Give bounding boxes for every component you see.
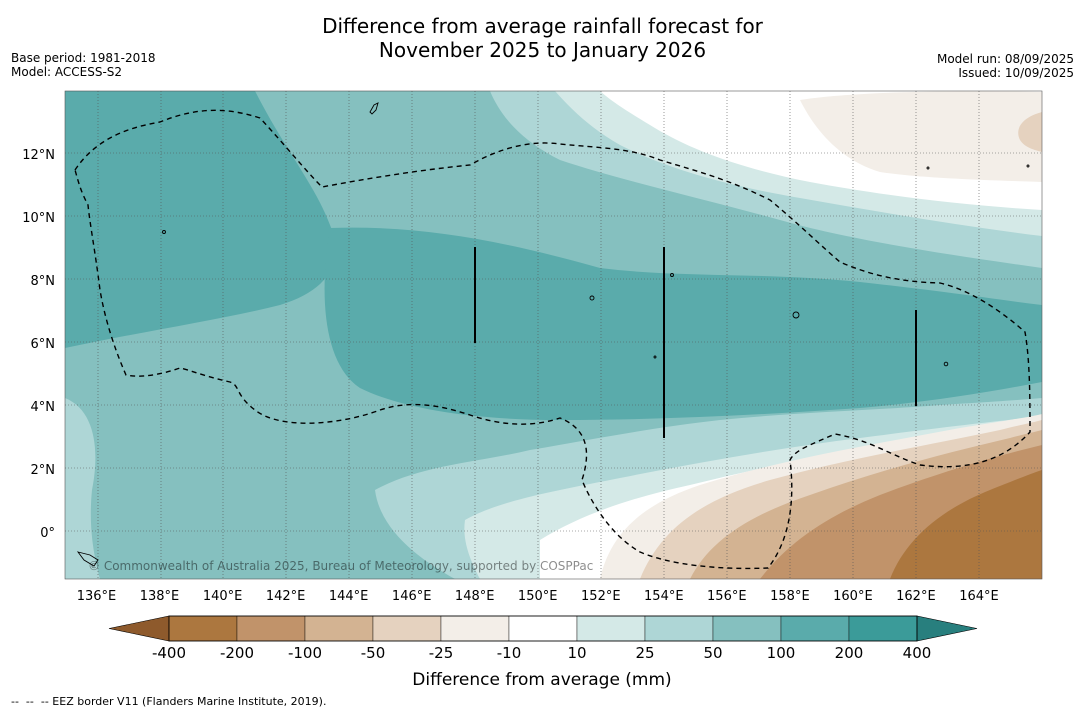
metadata-right: Model run: 08/09/2025 Issued: 10/09/2025 xyxy=(937,52,1074,80)
lat-tick-label: 2°N xyxy=(31,463,56,478)
color-bar-extension-low xyxy=(108,615,170,642)
color-bar-label: 25 xyxy=(635,644,654,662)
islands xyxy=(76,102,1030,567)
color-bar-swatch xyxy=(168,615,238,642)
color-bar-label: -25 xyxy=(429,644,454,662)
color-bar-swatch xyxy=(576,615,646,642)
lat-tick-label: 4°N xyxy=(31,400,56,415)
color-bar-label: -10 xyxy=(497,644,522,662)
contour-200-central xyxy=(324,227,1042,420)
lat-tick-label: 0° xyxy=(40,526,55,541)
title-line-2: November 2025 to January 2026 xyxy=(378,38,707,62)
color-bar-label: -50 xyxy=(361,644,386,662)
color-bar-swatch xyxy=(440,615,510,642)
map-title: Difference from average rainfall forecas… xyxy=(0,14,1085,62)
color-bar-extension-high xyxy=(916,615,978,642)
lat-tick-label: 6°N xyxy=(31,337,56,352)
color-bar-swatch xyxy=(848,615,918,642)
color-bar-label: 200 xyxy=(835,644,864,662)
color-bar-label: -200 xyxy=(220,644,254,662)
color-bar-label: 100 xyxy=(767,644,796,662)
lon-tick-label: 136°E xyxy=(77,589,117,604)
contour-neg10-northeast xyxy=(800,91,1042,182)
contour-neg25-northeast xyxy=(1018,112,1042,152)
lon-tick-label: 146°E xyxy=(392,589,432,604)
lon-tick-label: 150°E xyxy=(518,589,558,604)
legend-title: Difference from average (mm) xyxy=(412,670,671,690)
lon-tick-label: 152°E xyxy=(581,589,621,604)
model-text: Model: ACCESS-S2 xyxy=(11,65,123,79)
contour-200-west xyxy=(65,91,336,348)
color-bar-swatch xyxy=(508,615,578,642)
contour-50-southwest xyxy=(65,398,100,579)
longitude-labels: 136°E 138°E 140°E 142°E 144°E 146°E 148°E 150°E… xyxy=(77,589,999,604)
eez-border xyxy=(74,109,1031,570)
lon-tick-label: 156°E xyxy=(707,589,747,604)
lon-tick-label: 142°E xyxy=(266,589,306,604)
lon-tick-label: 140°E xyxy=(203,589,243,604)
issued-text: Issued: 10/09/2025 xyxy=(958,66,1074,80)
color-bar-label: 50 xyxy=(703,644,722,662)
color-bar-swatch xyxy=(712,615,782,642)
copyright-text: © Commonwealth of Australia 2025, Bureau… xyxy=(88,559,593,573)
color-bar-swatch xyxy=(236,615,306,642)
lon-tick-label: 160°E xyxy=(833,589,873,604)
contour-neg200-south xyxy=(890,470,1042,579)
metadata-left: Base period: 1981-2018 Model: ACCESS-S2 xyxy=(11,51,156,79)
eez-footnote: -- -- -- EEZ border V11 (Flanders Marine… xyxy=(11,695,327,708)
lon-tick-label: 138°E xyxy=(140,589,180,604)
lon-tick-label: 158°E xyxy=(770,589,810,604)
color-bar-swatch xyxy=(644,615,714,642)
color-bar-labels: -400 -200 -100 -50 -25 -10 10 25 50 100 200 400 xyxy=(152,644,931,662)
latitude-labels: 12°N 10°N 8°N 6°N 4°N 2°N 0° xyxy=(22,148,55,541)
lon-tick-label: 148°E xyxy=(455,589,495,604)
lon-tick-label: 154°E xyxy=(644,589,684,604)
title-line-1: Difference from average rainfall forecas… xyxy=(322,14,763,38)
lon-tick-label: 144°E xyxy=(329,589,369,604)
color-bar-swatch xyxy=(372,615,442,642)
color-bar-label: -400 xyxy=(152,644,186,662)
color-bar xyxy=(108,615,978,642)
color-bar-label: -100 xyxy=(288,644,322,662)
model-run-text: Model run: 08/09/2025 xyxy=(936,52,1074,66)
lat-tick-label: 12°N xyxy=(22,148,55,163)
lat-tick-label: 10°N xyxy=(22,211,55,226)
map-frame xyxy=(64,90,1043,580)
color-bar-outline xyxy=(168,615,918,642)
lat-tick-label: 8°N xyxy=(31,274,56,289)
color-bar-swatch xyxy=(780,615,850,642)
rainfall-map: © Commonwealth of Australia 2025, Bureau… xyxy=(65,91,1042,579)
base-period-text: Base period: 1981-2018 xyxy=(11,51,156,65)
color-bar-label: 400 xyxy=(903,644,932,662)
color-bar-swatch xyxy=(304,615,374,642)
lon-tick-label: 162°E xyxy=(896,589,936,604)
color-bar-label: 10 xyxy=(567,644,586,662)
lon-tick-label: 164°E xyxy=(959,589,999,604)
